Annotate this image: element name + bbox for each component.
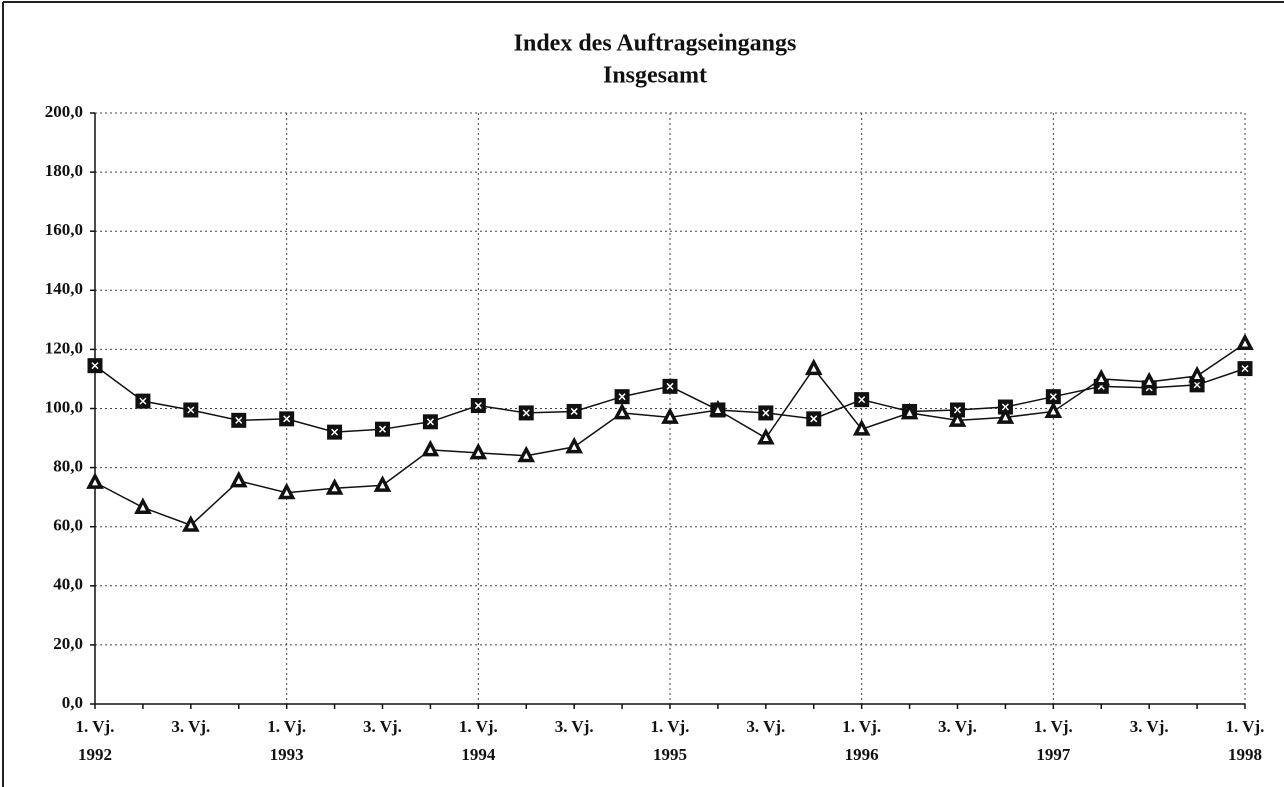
- y-tick-label: 80,0: [53, 457, 83, 476]
- marker-inner: [426, 418, 434, 426]
- x-tick-label: 1998: [1228, 745, 1262, 764]
- y-tick-label: 60,0: [53, 516, 83, 535]
- marker-inner: [92, 479, 98, 486]
- marker-inner: [1242, 340, 1248, 347]
- x-tick-label: 3. Vj.: [938, 717, 977, 736]
- marker-inner: [91, 362, 99, 370]
- marker-inner: [1146, 378, 1153, 385]
- chart-subtitle: Insgesamt: [603, 63, 707, 89]
- marker-inner: [331, 485, 338, 492]
- x-tick-label: 1992: [78, 745, 112, 764]
- marker-inner: [954, 417, 961, 424]
- x-tick-label: 3. Vj.: [171, 717, 210, 736]
- marker-inner: [235, 416, 243, 424]
- marker-inner: [810, 365, 817, 372]
- marker-inner: [810, 415, 818, 423]
- y-tick-label: 20,0: [53, 634, 83, 653]
- x-tick-label: 3. Vj.: [1130, 717, 1169, 736]
- x-tick-label: 3. Vj.: [555, 717, 594, 736]
- x-tick-label: 1997: [1036, 745, 1071, 764]
- marker-inner: [379, 482, 386, 489]
- x-tick-label: 1. Vj.: [1034, 717, 1073, 736]
- marker-inner: [1098, 375, 1105, 382]
- marker-inner: [523, 452, 530, 459]
- x-tick-label: 1995: [653, 745, 687, 764]
- chart-title: Index des Auftragseingangs: [514, 31, 797, 57]
- marker-inner: [762, 409, 770, 417]
- x-tick-label: 1993: [270, 745, 304, 764]
- marker-inner: [619, 409, 626, 416]
- marker-inner: [858, 396, 866, 404]
- y-tick-label: 0,0: [62, 693, 83, 712]
- marker-inner: [378, 425, 387, 433]
- x-tick-label: 1. Vj.: [76, 717, 115, 736]
- marker-inner: [187, 522, 194, 529]
- marker-inner: [667, 414, 673, 421]
- marker-inner: [427, 446, 434, 453]
- x-tick-label: 1994: [461, 745, 496, 764]
- marker-inner: [474, 402, 482, 410]
- marker-inner: [1049, 393, 1057, 401]
- x-tick-label: 1996: [845, 745, 879, 764]
- marker-inner: [139, 504, 146, 511]
- x-tick-label: 1. Vj.: [1226, 717, 1265, 736]
- marker-inner: [1193, 381, 1201, 389]
- marker-inner: [1002, 414, 1009, 421]
- marker-inner: [283, 415, 291, 423]
- x-tick-label: 3. Vj.: [746, 717, 785, 736]
- marker-inner: [571, 443, 578, 450]
- x-tick-label: 1. Vj.: [651, 717, 690, 736]
- marker-inner: [906, 409, 913, 416]
- y-tick-label: 100,0: [45, 397, 83, 416]
- marker-inner: [187, 406, 195, 414]
- marker-inner: [283, 489, 290, 496]
- marker-inner: [1050, 408, 1057, 415]
- marker-inner: [139, 397, 147, 405]
- x-tick-label: 1. Vj.: [459, 717, 498, 736]
- marker-inner: [618, 393, 626, 401]
- x-tick-label: 1. Vj.: [267, 717, 306, 736]
- marker-inner: [762, 435, 769, 442]
- marker-inner: [475, 449, 482, 456]
- y-tick-label: 160,0: [45, 220, 83, 239]
- x-tick-label: 1. Vj.: [842, 717, 881, 736]
- marker-inner: [1241, 365, 1249, 373]
- marker-inner: [235, 477, 242, 484]
- marker-inner: [666, 382, 674, 390]
- marker-inner: [1001, 403, 1009, 411]
- x-tick-label: 3. Vj.: [363, 717, 402, 736]
- y-tick-label: 120,0: [45, 338, 83, 357]
- y-tick-label: 40,0: [53, 575, 83, 594]
- marker-inner: [1194, 372, 1201, 379]
- marker-inner: [953, 406, 962, 414]
- marker-inner: [331, 428, 339, 436]
- marker-inner: [570, 407, 578, 415]
- y-tick-label: 180,0: [45, 161, 83, 180]
- y-tick-label: 140,0: [45, 279, 83, 298]
- marker-inner: [522, 409, 530, 417]
- marker-inner: [714, 406, 721, 413]
- y-tick-label: 200,0: [45, 102, 83, 121]
- marker-inner: [858, 426, 865, 433]
